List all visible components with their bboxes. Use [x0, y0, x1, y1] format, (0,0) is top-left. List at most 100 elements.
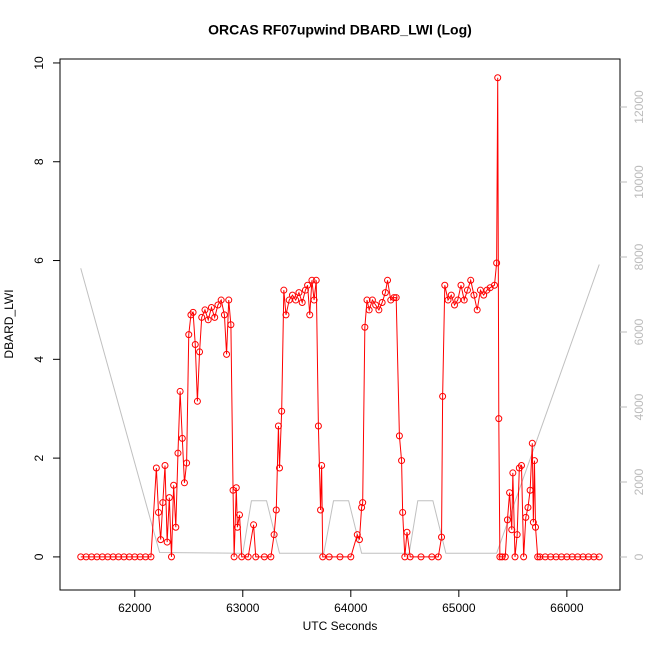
- data-point: [217, 296, 225, 304]
- data-point: [163, 538, 171, 546]
- data-point: [131, 553, 139, 561]
- data-point: [233, 523, 241, 531]
- chart-title: ORCAS RF07upwind DBARD_LWI (Log): [208, 22, 472, 38]
- data-point: [308, 276, 316, 284]
- data-point: [513, 531, 521, 539]
- x-axis-label: UTC Seconds: [303, 619, 378, 633]
- data-point: [204, 316, 212, 324]
- data-point: [207, 303, 215, 311]
- data-point: [494, 74, 502, 82]
- data-point: [318, 462, 326, 470]
- data-point: [244, 553, 252, 561]
- data-point: [439, 392, 447, 400]
- data-point: [534, 553, 542, 561]
- data-point: [347, 553, 355, 561]
- data-point: [172, 523, 180, 531]
- y-tick-label: 6: [32, 257, 46, 264]
- data-point: [170, 481, 178, 489]
- data-point: [495, 415, 503, 423]
- data-point: [325, 553, 333, 561]
- data-point: [508, 526, 516, 534]
- data-point: [152, 464, 160, 472]
- data-point: [109, 553, 117, 561]
- data-point: [401, 553, 409, 561]
- data-point: [115, 553, 123, 561]
- data-point: [159, 499, 167, 507]
- data-point: [157, 536, 165, 544]
- data-point: [526, 486, 534, 494]
- data-point: [214, 301, 222, 309]
- data-point: [574, 553, 582, 561]
- data-point: [451, 301, 459, 309]
- x-tick-label: 63000: [226, 601, 260, 615]
- data-point: [161, 462, 169, 470]
- data-point: [165, 494, 173, 502]
- data-point: [378, 299, 386, 307]
- data-point: [355, 536, 363, 544]
- data-point: [501, 553, 509, 561]
- data-point: [104, 553, 112, 561]
- data-point: [434, 553, 442, 561]
- y-tick-label: 2: [32, 454, 46, 461]
- data-point: [403, 528, 411, 536]
- data-point: [167, 553, 175, 561]
- data-point: [579, 553, 587, 561]
- data-point: [280, 286, 288, 294]
- x-tick-label: 65000: [442, 601, 476, 615]
- data-point: [272, 506, 280, 514]
- y2-tick-label: 0: [632, 553, 646, 560]
- data-point: [136, 553, 144, 561]
- data-point: [298, 299, 306, 307]
- data-point: [267, 553, 275, 561]
- data-point: [147, 553, 155, 561]
- data-point: [490, 281, 498, 289]
- data-point: [568, 553, 576, 561]
- x-tick-label: 62000: [118, 601, 152, 615]
- data-point: [547, 553, 555, 561]
- data-point: [155, 508, 163, 516]
- data-point: [517, 462, 525, 470]
- x-tick-label: 64000: [334, 601, 368, 615]
- data-point: [584, 553, 592, 561]
- data-point: [236, 511, 244, 519]
- data-point: [524, 504, 532, 512]
- data-point: [288, 291, 296, 299]
- data-point: [493, 259, 501, 267]
- data-point: [528, 439, 536, 447]
- data-point: [522, 513, 530, 521]
- y2-tick-label: 2000: [632, 468, 646, 495]
- data-point: [295, 289, 303, 297]
- data-point: [467, 276, 475, 284]
- data-point: [590, 553, 598, 561]
- data-point: [359, 499, 367, 507]
- y-tick-label: 4: [32, 356, 46, 363]
- data-point: [252, 553, 260, 561]
- data-point: [381, 289, 389, 297]
- data-point: [98, 553, 106, 561]
- data-point: [392, 294, 400, 302]
- y-tick-label: 0: [32, 553, 46, 560]
- data-point: [270, 531, 278, 539]
- data-point: [395, 432, 403, 440]
- data-point: [473, 306, 481, 314]
- data-point: [358, 504, 366, 512]
- data-point: [174, 449, 182, 457]
- data-point: [363, 296, 371, 304]
- data-point: [232, 484, 240, 492]
- data-point: [457, 281, 465, 289]
- data-point: [211, 313, 219, 321]
- data-point: [372, 301, 380, 309]
- data-point: [506, 489, 514, 497]
- data-point: [314, 422, 322, 430]
- data-point: [511, 553, 519, 561]
- data-point: [274, 422, 282, 430]
- data-point: [227, 321, 235, 329]
- data-point: [530, 457, 538, 465]
- data-point: [480, 291, 488, 299]
- data-point: [310, 296, 318, 304]
- data-point: [282, 311, 290, 319]
- data-point: [278, 407, 286, 415]
- plot-frame: [59, 58, 621, 591]
- y-axis-label: DBARD_LWI: [2, 289, 16, 358]
- data-point: [368, 296, 376, 304]
